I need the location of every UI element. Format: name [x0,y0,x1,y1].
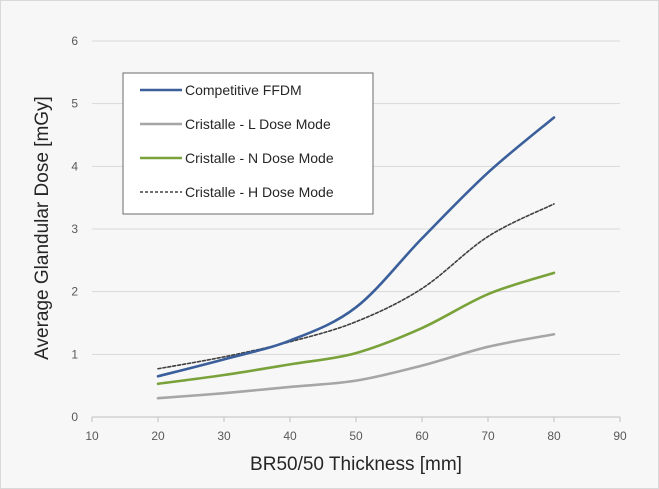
x-tick-label: 40 [283,429,297,443]
x-tick-label: 20 [151,429,165,443]
y-tick-label: 2 [71,285,78,299]
legend-label: Cristalle - N Dose Mode [185,150,334,166]
legend: Competitive FFDM Cristalle - L Dose Mode C… [122,72,374,215]
series-line-competitive-ffdm [156,116,556,378]
y-tick-label: 6 [71,34,78,48]
series-lines [156,116,556,400]
x-tick-label: 60 [415,429,429,443]
y-axis-title: Average Glandular Dose [mGy] [32,96,53,360]
y-tick-label: 1 [71,347,78,361]
x-tick-label: 90 [613,429,627,443]
series-line-cristalle-h-dose-mode [157,203,555,370]
legend-box [122,72,374,215]
legend-label: Competitive FFDM [185,82,302,98]
x-tick-label: 50 [349,429,363,443]
legend-items: Competitive FFDM Cristalle - L Dose Mode C… [140,82,334,200]
x-tick-label: 70 [481,429,495,443]
y-tick-labels: 0 1 2 3 4 5 6 [71,34,78,424]
x-axis-title: BR50/50 Thickness [mm] [250,454,462,475]
x-tick-labels: 10 20 30 40 50 60 70 80 90 [85,417,627,443]
x-tick-label: 30 [217,429,231,443]
y-tick-label: 3 [71,222,78,236]
y-tick-label: 4 [71,159,78,173]
legend-label: Cristalle - H Dose Mode [185,184,334,200]
y-tick-label: 0 [71,410,78,424]
series-line-cristalle-n-dose-mode [156,271,556,386]
x-tick-label: 10 [85,429,99,443]
y-tick-label: 5 [71,97,78,111]
x-tick-label: 80 [547,429,561,443]
series-line-cristalle-l-dose-mode [156,332,556,400]
legend-label: Cristalle - L Dose Mode [185,116,331,132]
